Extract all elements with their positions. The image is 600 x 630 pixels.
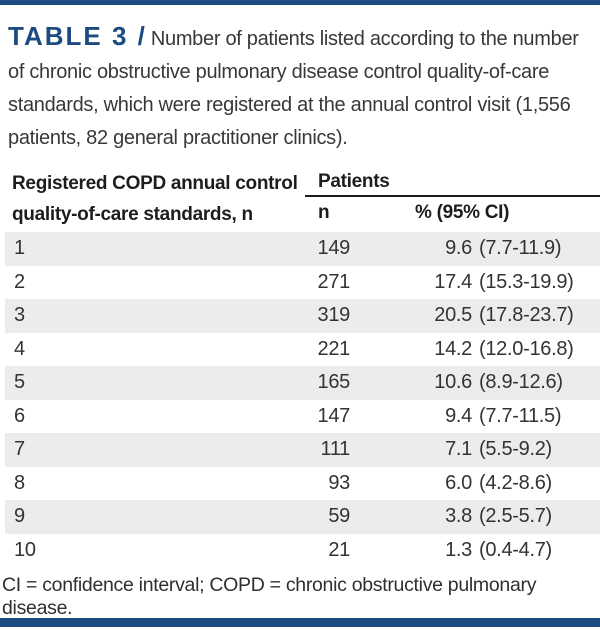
cell-patients-n: 111 <box>320 438 350 461</box>
cell-patients-n: 93 <box>328 471 350 494</box>
cell-percent-value: 14.2 <box>434 337 472 360</box>
top-accent-bar <box>0 0 600 5</box>
table-row: 6 147 9.4 (7.7-11.5) <box>5 400 600 434</box>
bottom-accent-bar <box>0 618 600 627</box>
cell-standards-count: 4 <box>14 337 25 360</box>
table-row: 10 21 1.3 (0.4-4.7) <box>5 534 600 568</box>
patients-subheaders: n % (95% CI) <box>305 197 600 228</box>
cell-standards-count: 6 <box>14 404 25 427</box>
cell-percent-value: 1.3 <box>445 538 472 561</box>
table-header-row: Registered COPD annual control quality-o… <box>0 168 600 230</box>
cell-percent-value: 10.6 <box>434 371 472 394</box>
cell-standards-count: 2 <box>14 270 25 293</box>
cell-ci-range: (4.2-8.6) <box>479 471 552 494</box>
cell-standards-count: 5 <box>14 371 25 394</box>
cell-ci-range: (5.5-9.2) <box>479 438 552 461</box>
table-row: 9 59 3.8 (2.5-5.7) <box>5 500 600 534</box>
cell-standards-count: 9 <box>14 505 25 528</box>
cell-percent-value: 7.1 <box>445 438 472 461</box>
cell-percent-ci: 9.4 (7.7-11.5) <box>350 405 600 428</box>
cell-standards-count: 3 <box>14 304 25 327</box>
table-row: 4 221 14.2 (12.0-16.8) <box>5 333 600 367</box>
cell-patients-n: 165 <box>317 371 351 394</box>
cell-standards-count: 8 <box>14 471 25 494</box>
cell-patients-n: 59 <box>328 505 350 528</box>
cell-percent-ci: 17.4 (15.3-19.9) <box>350 271 600 294</box>
cell-percent-ci: 3.8 (2.5-5.7) <box>350 505 600 528</box>
table-body: 1 149 9.6 (7.7-11.9) 2 271 17.4 (15.3-19.9) 3 319… <box>5 232 600 567</box>
table-row: 3 319 20.5 (17.8-23.7) <box>5 299 600 333</box>
cell-ci-range: (17.8-23.7) <box>479 304 574 327</box>
cell-ci-range: (7.7-11.5) <box>479 404 562 427</box>
cell-patients-n: 271 <box>317 270 351 293</box>
column-header-standards: Registered COPD annual control quality-o… <box>0 168 305 230</box>
cell-ci-range: (15.3-19.9) <box>479 270 574 293</box>
cell-percent-ci: 14.2 (12.0-16.8) <box>350 338 600 361</box>
table-footnote: CI = confidence interval; COPD = chronic… <box>2 574 537 619</box>
cell-ci-range: (7.7-11.9) <box>479 237 562 260</box>
column-header-n: n <box>318 201 330 223</box>
cell-percent-value: 3.8 <box>445 505 472 528</box>
cell-percent-ci: 6.0 (4.2-8.6) <box>350 472 600 495</box>
table-caption-text: Number of patients listed according to t… <box>8 28 579 149</box>
cell-ci-range: (0.4-4.7) <box>479 538 552 561</box>
cell-ci-range: (12.0-16.8) <box>479 337 574 360</box>
cell-patients-n: 319 <box>317 304 351 327</box>
cell-patients-n: 149 <box>317 237 351 260</box>
cell-percent-ci: 20.5 (17.8-23.7) <box>350 304 600 327</box>
cell-percent-value: 20.5 <box>434 304 472 327</box>
cell-percent-value: 9.4 <box>445 404 472 427</box>
cell-patients-n: 147 <box>317 404 351 427</box>
table-row: 1 149 9.6 (7.7-11.9) <box>5 232 600 266</box>
cell-percent-ci: 1.3 (0.4-4.7) <box>350 539 600 562</box>
cell-standards-count: 7 <box>14 438 25 461</box>
table-row: 7 111 7.1 (5.5-9.2) <box>5 433 600 467</box>
cell-percent-value: 6.0 <box>445 471 472 494</box>
cell-ci-range: (8.9-12.6) <box>479 371 563 394</box>
cell-ci-range: (2.5-5.7) <box>479 505 552 528</box>
column-header-percent-ci: % (95% CI) <box>415 201 510 223</box>
cell-percent-ci: 10.6 (8.9-12.6) <box>350 371 600 394</box>
cell-percent-ci: 9.6 (7.7-11.9) <box>350 237 600 260</box>
cell-percent-ci: 7.1 (5.5-9.2) <box>350 438 600 461</box>
column-header-standards-line2: quality-of-care standards, n <box>12 204 253 225</box>
cell-percent-value: 9.6 <box>445 237 472 260</box>
table-number-label: TABLE 3 / <box>8 21 147 51</box>
table-row: 8 93 6.0 (4.2-8.6) <box>5 467 600 501</box>
column-header-standards-line1: Registered COPD annual control <box>12 173 298 194</box>
cell-patients-n: 221 <box>317 337 351 360</box>
table-row: 5 165 10.6 (8.9-12.6) <box>5 366 600 400</box>
table-caption: TABLE 3 /Number of patients listed accor… <box>8 20 594 155</box>
patients-column-group: Patients n % (95% CI) <box>305 168 600 230</box>
cell-standards-count: 10 <box>14 538 36 561</box>
cell-standards-count: 1 <box>14 237 25 260</box>
cell-patients-n: 21 <box>328 538 350 561</box>
cell-percent-value: 17.4 <box>434 270 472 293</box>
table-row: 2 271 17.4 (15.3-19.9) <box>5 266 600 300</box>
column-group-header-patients: Patients <box>305 168 600 197</box>
